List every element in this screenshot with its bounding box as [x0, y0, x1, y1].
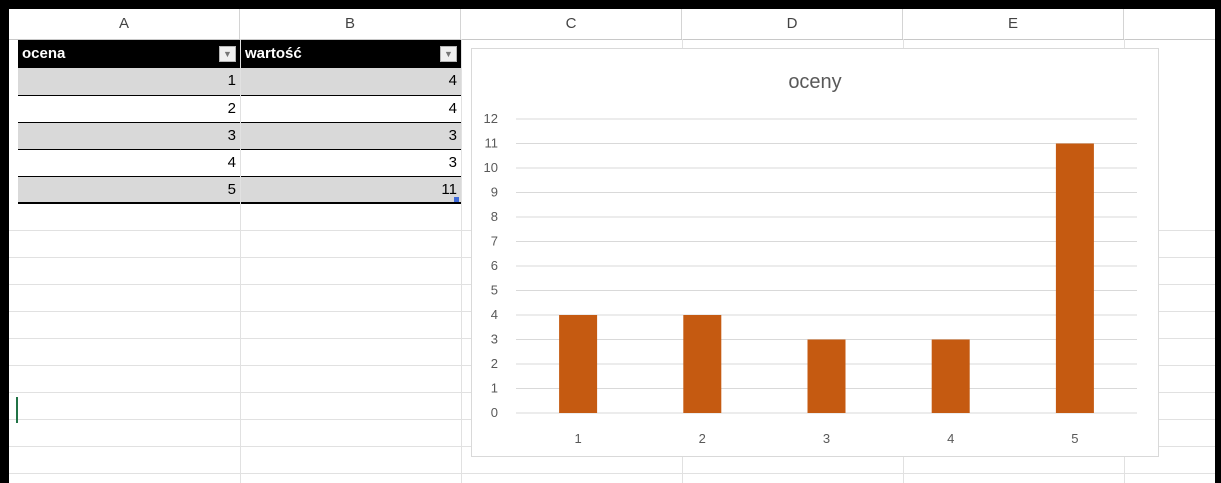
chart-bar[interactable] — [807, 339, 846, 414]
y-tick-label: 10 — [484, 160, 498, 175]
window-frame-right — [1215, 0, 1221, 483]
filter-dropdown-icon[interactable]: ▼ — [219, 46, 236, 62]
x-tick-label: 5 — [1071, 431, 1078, 446]
active-cell-marker — [16, 397, 18, 423]
table-cell-ocena[interactable]: 5 — [18, 176, 240, 204]
y-tick-label: 12 — [484, 111, 498, 126]
y-tick-label: 1 — [491, 381, 498, 396]
table-header-wartosc[interactable]: wartość — [241, 40, 461, 68]
chart-title: oceny — [788, 71, 842, 93]
x-tick-label: 3 — [823, 431, 830, 446]
y-tick-label: 9 — [491, 185, 498, 200]
header-label-wartosc: wartość — [245, 45, 302, 62]
column-header-a[interactable]: A — [9, 9, 240, 39]
table-cell-wartosc[interactable]: 3 — [241, 122, 461, 149]
filter-dropdown-icon[interactable]: ▼ — [440, 46, 457, 62]
column-header-d[interactable]: D — [682, 9, 903, 39]
x-tick-label: 4 — [947, 431, 954, 446]
x-tick-label: 2 — [699, 431, 706, 446]
table-cell-wartosc[interactable]: 3 — [241, 149, 461, 176]
window-frame-left — [0, 0, 9, 483]
table-cell-wartosc[interactable]: 4 — [241, 95, 461, 122]
y-tick-label: 3 — [491, 332, 498, 347]
y-tick-label: 2 — [491, 356, 498, 371]
y-tick-label: 7 — [491, 234, 498, 249]
table-cell-wartosc[interactable]: 4 — [241, 68, 461, 95]
x-tick-label: 1 — [574, 431, 581, 446]
table-cell-ocena[interactable]: 4 — [18, 149, 240, 176]
column-header-c[interactable]: C — [461, 9, 682, 39]
table-resize-handle[interactable] — [454, 197, 459, 202]
table-cell-wartosc[interactable]: 11 — [241, 176, 461, 204]
chart-bar[interactable] — [559, 315, 598, 413]
y-tick-label: 8 — [491, 209, 498, 224]
header-label-ocena: ocena — [22, 45, 66, 62]
column-header-bar: A B C D E — [9, 9, 1215, 40]
y-tick-label: 6 — [491, 258, 498, 273]
window-frame-top — [0, 0, 1221, 9]
chart-bar[interactable] — [683, 315, 722, 413]
table-header-ocena[interactable]: ocena — [18, 40, 240, 68]
column-header-b[interactable]: B — [240, 9, 461, 39]
bar-chart[interactable]: oceny 0 1 2 3 4 5 6 7 8 9 10 11 12 1 2 3 4 5 — [471, 48, 1159, 457]
table-cell-ocena[interactable]: 1 — [18, 68, 240, 95]
y-tick-label: 4 — [491, 307, 498, 322]
y-tick-label: 0 — [491, 405, 498, 420]
y-tick-label: 5 — [491, 283, 498, 298]
chart-bar[interactable] — [1055, 143, 1094, 414]
column-header-e[interactable]: E — [903, 9, 1124, 39]
y-tick-label: 11 — [485, 136, 499, 151]
table-cell-ocena[interactable]: 3 — [18, 122, 240, 149]
chart-bar[interactable] — [931, 339, 970, 414]
table-cell-ocena[interactable]: 2 — [18, 95, 240, 122]
